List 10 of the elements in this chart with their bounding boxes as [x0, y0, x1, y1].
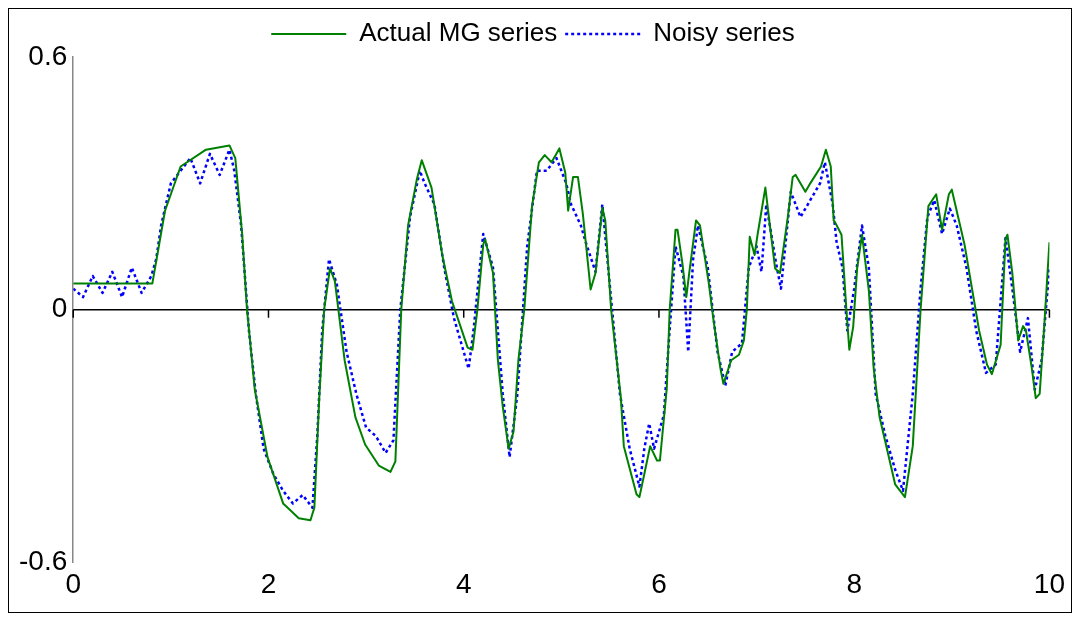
- x-tick-label: 4: [455, 567, 472, 599]
- y-tick-label: -0.6: [19, 545, 68, 577]
- x-tick-label: 2: [260, 567, 277, 599]
- y-tick-label: 0: [51, 292, 68, 324]
- x-tick-label: 6: [651, 567, 667, 599]
- x-tick-label: 10: [1033, 567, 1066, 599]
- y-tick-label: 0.6: [28, 39, 68, 71]
- legend-label: Actual MG series: [359, 17, 558, 48]
- x-tick-label: 8: [846, 567, 862, 599]
- legend-label: Noisy series: [653, 17, 795, 48]
